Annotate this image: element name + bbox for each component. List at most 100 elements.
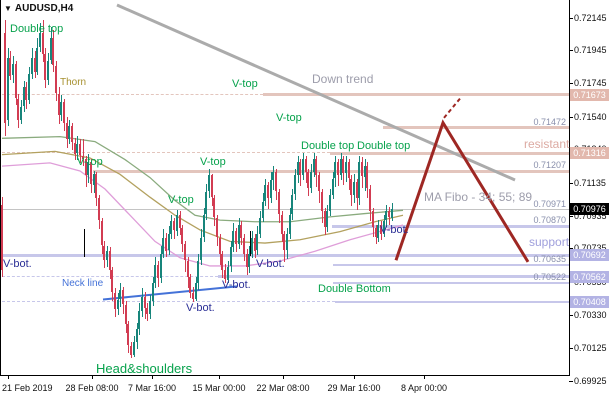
annotation-v-bot-[interactable]: V-bot. (256, 258, 285, 270)
lav-level-band[interactable] (218, 275, 569, 278)
price-badge: 0.70562 (570, 271, 609, 283)
rose-level-dashed[interactable] (2, 152, 330, 153)
candle (364, 166, 366, 177)
price-axis-tick (569, 348, 573, 349)
candle (385, 211, 387, 220)
annotation-down-trend[interactable]: Down trend (312, 72, 374, 86)
candle (117, 300, 119, 309)
candle (248, 254, 250, 267)
price-axis-tick (569, 315, 573, 316)
candle (109, 251, 111, 270)
lav-level-band[interactable] (335, 301, 569, 303)
rose-level-band[interactable] (93, 170, 569, 173)
annotation-double-top[interactable]: Double top (10, 23, 64, 35)
candle (87, 162, 89, 175)
candle (9, 58, 11, 76)
candle (254, 238, 256, 251)
lav-level-band[interactable] (332, 225, 569, 228)
rose-level-band[interactable] (263, 93, 569, 96)
annotation-v-bot-[interactable]: V-bot. (186, 302, 215, 314)
candle (12, 64, 14, 75)
lav-level-band[interactable] (333, 282, 569, 284)
candle (332, 179, 334, 195)
annotation-thorn[interactable]: Thorn (60, 77, 87, 88)
price-axis-tick (569, 18, 573, 19)
candle (195, 283, 197, 299)
candle (278, 192, 280, 214)
candle (34, 58, 36, 72)
candle (130, 346, 132, 355)
annotation-v-bot-[interactable]: V-bot. (3, 258, 32, 270)
candle (74, 143, 76, 154)
candle (256, 234, 258, 250)
annotation-double-top[interactable]: Double top (357, 140, 411, 152)
candle (60, 102, 62, 115)
forecast-dashed-extension[interactable] (443, 96, 462, 119)
annotation-v-top[interactable]: V-top (77, 156, 103, 168)
candle (160, 254, 162, 278)
candle (17, 99, 19, 120)
price-axis-tick (569, 216, 573, 217)
candle (372, 211, 374, 227)
lav-level-band[interactable] (333, 264, 569, 266)
lav-level-dashed[interactable] (2, 301, 335, 302)
candle (192, 293, 194, 299)
price-axis-tick (569, 183, 573, 184)
annotation-v-bot-[interactable]: V-bot. (380, 224, 409, 236)
candle (152, 283, 154, 301)
candle (321, 192, 323, 211)
candle (154, 265, 156, 283)
candle (299, 162, 301, 175)
candle (340, 159, 342, 175)
candle (369, 189, 371, 211)
candle (71, 126, 73, 142)
level-price-label: 0.70971 (533, 199, 566, 209)
annotation-resistant[interactable]: resistant (524, 137, 570, 151)
candle (291, 195, 293, 214)
candle (337, 162, 339, 175)
price-axis-label: 0.70735 (574, 243, 607, 253)
current-price-badge: 0.70976 (570, 203, 609, 215)
time-axis-tick (8, 375, 9, 379)
gray-level-band[interactable] (2, 209, 569, 210)
candle (230, 247, 232, 266)
symbol-label: AUDUSD,H4 (14, 3, 74, 14)
price-axis-tick (569, 50, 573, 51)
candle (272, 172, 274, 180)
level-price-label: 0.71472 (533, 117, 566, 127)
time-axis-label: 22 Mar 08:00 (256, 383, 310, 393)
annotation-double-top[interactable]: Double top (301, 140, 355, 152)
candle (55, 66, 57, 93)
candle (305, 159, 307, 172)
candle (68, 126, 70, 139)
candle (146, 308, 148, 314)
candle (216, 218, 218, 237)
candle (375, 228, 377, 237)
candle (283, 234, 285, 250)
candle (203, 215, 205, 237)
candle (189, 277, 191, 293)
candle (307, 172, 309, 188)
candle (66, 123, 68, 139)
rose-level-dashed[interactable] (2, 94, 263, 95)
price-axis-tick (569, 117, 573, 118)
annotation-v-top[interactable]: V-top (276, 112, 302, 124)
annotation-neck-line[interactable]: Neck line (62, 278, 104, 289)
annotation-v-top[interactable]: V-top (168, 194, 194, 206)
level-price-label: 0.70870 (533, 215, 566, 225)
annotation-head-shoulders[interactable]: Head&shoulders (96, 361, 193, 376)
annotation-v-top[interactable]: V-top (232, 78, 258, 90)
candle (213, 198, 215, 217)
annotation-ma-fibo-[interactable]: MA Fibo - 34; 55; 89 (424, 190, 533, 204)
annotation-double-bottom[interactable]: Double Bottom (318, 283, 391, 295)
price-badge: 0.70692 (570, 249, 609, 261)
level-price-label: 0.70522 (533, 272, 566, 282)
annotation-v-bot-[interactable]: V-bot. (222, 279, 251, 291)
lav-level-band[interactable] (2, 254, 569, 257)
annotation-support[interactable]: support (529, 235, 570, 249)
annotation-v-top[interactable]: V-top (200, 156, 226, 168)
symbol-selector[interactable]: ▼ AUDUSD,H4 (4, 3, 73, 14)
candle (50, 38, 52, 60)
rose-level-band[interactable] (330, 152, 569, 155)
